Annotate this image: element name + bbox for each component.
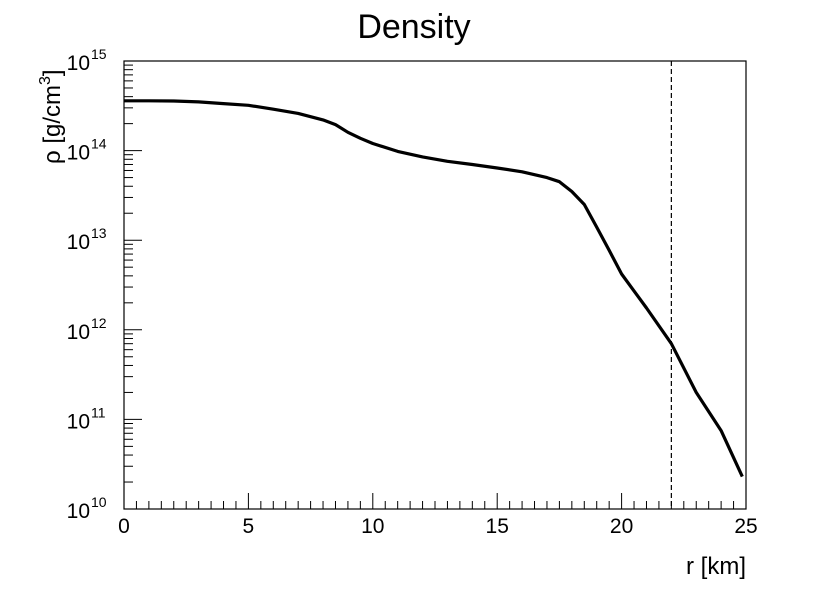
x-tick-label: 15 (486, 515, 509, 538)
plot-frame (123, 60, 747, 510)
y-tick-label-exponent: 14 (91, 136, 107, 152)
y-tick-label-exponent: 12 (91, 315, 107, 331)
chart-title: Density (357, 8, 470, 46)
x-tick-label: 25 (734, 515, 757, 538)
y-tick-label: 10 (67, 500, 90, 523)
y-axis-label: ρ [g/cm3] (37, 69, 66, 164)
x-axis-ticks (123, 493, 747, 509)
x-axis-tick-labels: 0 5 10 15 20 25 (118, 515, 758, 538)
y-tick-label-exponent: 15 (91, 46, 107, 62)
y-tick-label-exponent: 10 (91, 494, 107, 510)
x-axis-label: r [km] (686, 553, 746, 580)
x-tick-label: 0 (118, 515, 130, 538)
density-curve (124, 99, 744, 478)
y-tick-label-exponent: 13 (91, 225, 107, 241)
x-tick-label: 5 (243, 515, 255, 538)
y-tick-label: 10 (67, 321, 90, 344)
y-tick-label-exponent: 11 (91, 404, 106, 420)
y-axis-ticks (124, 60, 142, 510)
y-tick-label: 10 (67, 142, 90, 165)
y-tick-label: 10 (67, 231, 90, 254)
y-axis-label-sup: 3 (37, 76, 54, 85)
x-tick-label: 10 (361, 515, 384, 538)
y-axis-label-main: ρ [g/cm (39, 85, 66, 164)
y-tick-label: 10 (67, 410, 90, 433)
y-tick-label: 10 (67, 52, 90, 75)
y-axis-label-end: ] (39, 69, 66, 76)
x-tick-label: 20 (610, 515, 633, 538)
